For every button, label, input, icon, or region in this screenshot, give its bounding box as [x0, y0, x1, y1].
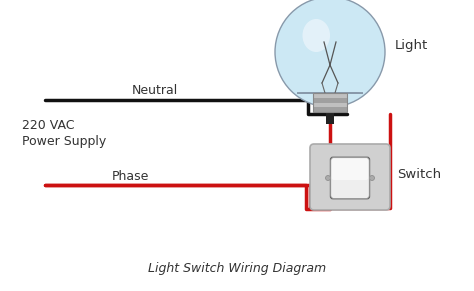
Text: Light: Light	[395, 38, 428, 52]
Bar	[313, 93, 347, 112]
Bar	[313, 98, 347, 102]
Text: Phase: Phase	[111, 170, 149, 183]
FancyBboxPatch shape	[331, 158, 369, 198]
Circle shape	[326, 175, 330, 180]
Text: Power Supply: Power Supply	[22, 135, 106, 148]
Circle shape	[275, 0, 385, 107]
Bar	[313, 93, 347, 98]
Ellipse shape	[302, 19, 330, 52]
Bar	[326, 112, 334, 124]
Text: 220 VAC: 220 VAC	[22, 119, 74, 132]
FancyBboxPatch shape	[330, 157, 370, 199]
Circle shape	[370, 175, 374, 180]
FancyBboxPatch shape	[332, 159, 368, 180]
FancyBboxPatch shape	[310, 144, 390, 210]
Bar	[313, 102, 347, 107]
Bar	[313, 107, 347, 112]
Text: Switch: Switch	[397, 168, 441, 182]
Text: Neutral: Neutral	[132, 84, 178, 97]
Text: Light Switch Wiring Diagram: Light Switch Wiring Diagram	[148, 262, 326, 275]
